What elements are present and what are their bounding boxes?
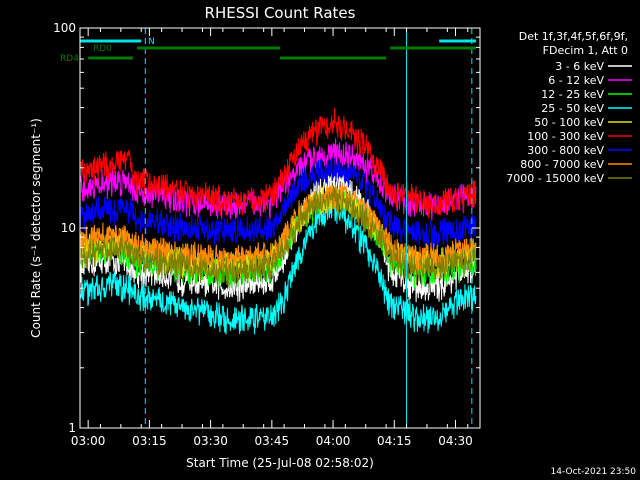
- flag-label-rd0: RD0: [93, 44, 112, 54]
- y-axis-label: Count Rate (s⁻¹ detector segment⁻¹): [29, 118, 43, 338]
- legend-label-2: 12 - 25 keV: [541, 88, 604, 101]
- x-tick-label-0: 03:00: [71, 434, 106, 448]
- series-line-3: [79, 196, 477, 335]
- legend-header-line-0: Det 1f,3f,4f,5f,6f,9f,: [519, 30, 628, 43]
- x-tick-label-2: 03:30: [193, 434, 228, 448]
- x-tick-label-3: 03:45: [255, 434, 290, 448]
- legend-label-5: 100 - 300 keV: [527, 130, 604, 143]
- y-tick-label-0: 1: [68, 421, 76, 435]
- legend-header-line-1: FDecim 1, Att 0: [543, 44, 628, 57]
- x-tick-label-6: 04:30: [438, 434, 473, 448]
- flag-label-rd4: RD4: [60, 54, 79, 64]
- y-tick-label-1: 10: [61, 221, 76, 235]
- legend-label-1: 6 - 12 keV: [548, 74, 604, 87]
- legend-label-8: 7000 - 15000 keV: [506, 172, 604, 185]
- chart-title: RHESSI Count Rates: [205, 4, 356, 22]
- legend-label-3: 25 - 50 keV: [541, 102, 604, 115]
- flag-label-n: N: [148, 37, 155, 47]
- legend-label-4: 50 - 100 keV: [534, 116, 604, 129]
- series-line-8: [79, 185, 477, 288]
- timestamp: 14-Oct-2021 23:50: [551, 467, 637, 477]
- x-tick-label-5: 04:15: [377, 434, 412, 448]
- legend-label-6: 300 - 800 keV: [527, 144, 604, 157]
- series-line-6: [79, 156, 477, 248]
- series-line-0: [79, 172, 477, 303]
- plot-area: N RD0 RD4 1 10 100 03:00 03:15 03:30 03:45 04:00 04…: [53, 21, 481, 448]
- legend-label-0: 3 - 6 keV: [555, 60, 604, 73]
- legend-header: Det 1f,3f,4f,5f,6f,9f,FDecim 1, Att 0: [519, 30, 628, 57]
- x-tick-label-1: 03:15: [132, 434, 167, 448]
- legend-label-7: 800 - 7000 keV: [520, 158, 604, 171]
- x-tick-label-4: 04:00: [316, 434, 351, 448]
- y-tick-label-2: 100: [53, 21, 76, 35]
- x-axis-label: Start Time (25-Jul-08 02:58:02): [186, 456, 374, 470]
- series-line-7: [79, 182, 477, 273]
- series-line-5: [79, 108, 477, 220]
